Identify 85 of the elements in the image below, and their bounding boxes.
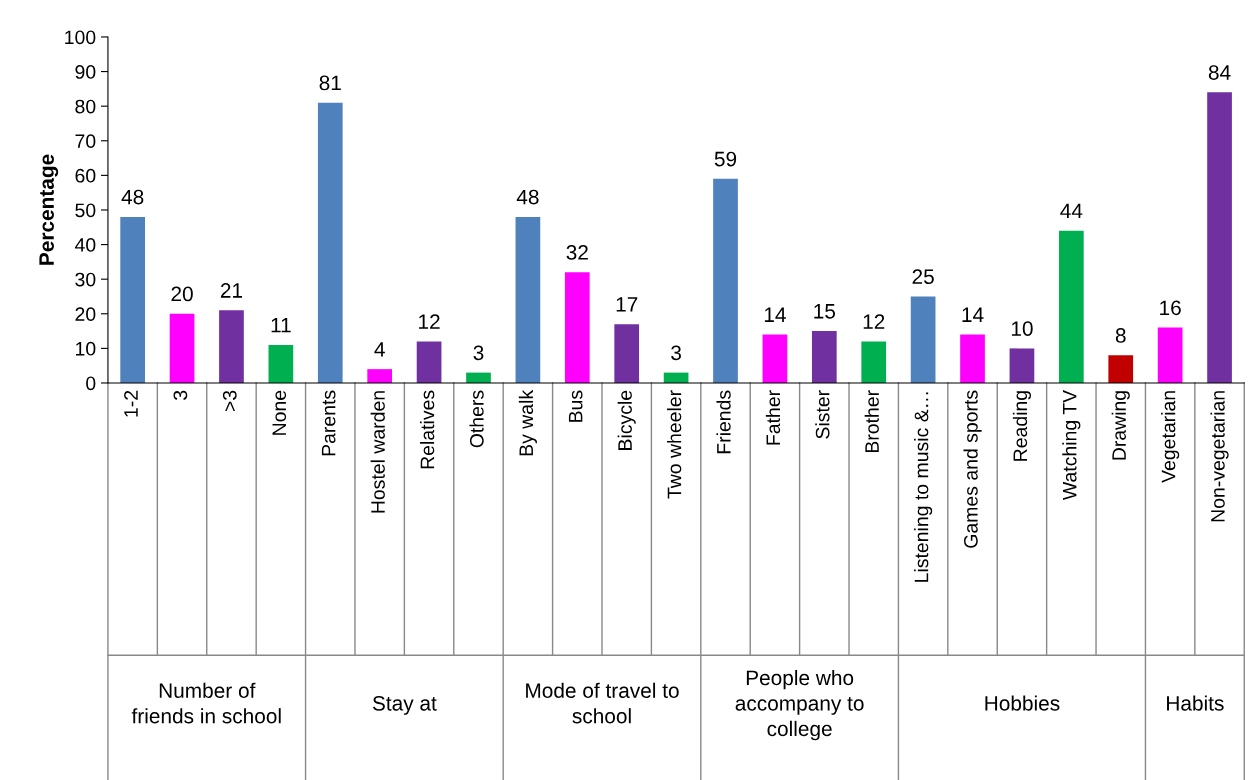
x-tick-label: Father <box>765 390 781 445</box>
y-tick-label: 0 <box>86 376 96 391</box>
data-label: 3 <box>473 345 484 361</box>
bar <box>1009 348 1035 383</box>
bar <box>1207 92 1232 383</box>
text: People who accompany to college <box>735 669 864 741</box>
bar <box>219 310 244 383</box>
bar <box>762 334 788 383</box>
data-label: 25 <box>912 269 934 285</box>
data-label: 21 <box>220 283 243 298</box>
y-tick-label: 70 <box>75 134 96 149</box>
y-tick-label: 30 <box>75 272 96 287</box>
bar <box>169 313 195 383</box>
x-tick-label: None <box>272 390 287 435</box>
x-tick-label: Bus <box>568 390 583 422</box>
data-label: 14 <box>962 307 984 322</box>
data-label: 12 <box>863 314 885 329</box>
y-tick-label: 40 <box>74 238 96 252</box>
x-tick-label: Games and sports <box>963 390 982 548</box>
data-label: 17 <box>616 297 638 312</box>
bar <box>515 216 541 383</box>
data-label: 3 <box>671 345 681 361</box>
x-tick-label: Brother <box>864 390 879 453</box>
text: Hobbies <box>985 695 1060 711</box>
data-label: 20 <box>171 286 193 302</box>
x-tick-label: By walk <box>518 389 537 456</box>
data-label: 48 <box>121 189 144 205</box>
bar <box>861 341 887 383</box>
bar <box>416 341 442 383</box>
data-label: 15 <box>814 304 836 319</box>
y-tick-label: 100 <box>65 30 96 45</box>
x-tick-label: >3 <box>222 390 237 412</box>
bar <box>614 324 640 383</box>
text: Number of friends in school <box>131 682 281 724</box>
data-label: 12 <box>419 314 440 329</box>
data-label: 16 <box>1160 300 1181 316</box>
x-tick-label: Hostel warden <box>370 391 385 513</box>
x-tick-label: Drawing <box>1111 391 1130 460</box>
bar <box>910 296 936 383</box>
data-label: 84 <box>1208 65 1231 80</box>
x-tick-label: Sister <box>815 390 830 439</box>
x-tick-label: Listening to music &… <box>914 392 933 582</box>
x-tick-label: Watching TV <box>1062 389 1081 501</box>
y-tick-label: 10 <box>76 341 96 356</box>
bar <box>1157 327 1183 383</box>
x-tick-label: Bicycle <box>617 390 636 450</box>
x-tick-label: Friends <box>716 390 731 454</box>
bar <box>811 331 837 383</box>
x-tick-label: Parents <box>321 390 336 456</box>
y-tick-label: 20 <box>75 307 96 322</box>
x-tick-label: 3 <box>173 390 188 400</box>
y-tick-label: 90 <box>75 65 96 79</box>
text: Habits <box>1167 695 1224 711</box>
y-tick-label: 60 <box>75 168 96 183</box>
bar <box>317 102 343 383</box>
data-label: 44 <box>1060 203 1083 219</box>
bar <box>564 272 590 383</box>
data-label: 81 <box>319 75 341 91</box>
data-label: 32 <box>566 245 588 260</box>
text: Stay at <box>372 695 437 715</box>
data-label: 10 <box>1011 321 1033 336</box>
bar <box>367 369 393 383</box>
x-tick-label: Vegetarian <box>1161 391 1180 483</box>
bar <box>268 344 294 383</box>
x-tick-label: 1-2 <box>124 390 138 417</box>
data-label: 48 <box>516 189 539 205</box>
y-tick-label: 50 <box>75 203 96 218</box>
data-label: 11 <box>271 317 291 333</box>
text: Mode of travel to school <box>526 682 679 724</box>
data-label: 59 <box>714 151 737 167</box>
x-tick-label: Non-vegetarian <box>1210 391 1229 522</box>
bar <box>1108 355 1134 383</box>
x-tick-label: Relatives <box>420 390 435 469</box>
data-label: 14 <box>764 307 786 322</box>
bar <box>120 216 146 383</box>
x-tick-label: Two wheeler <box>667 390 682 499</box>
y-tick-label: 80 <box>75 99 96 114</box>
y-axis-title: Percentage <box>39 154 59 265</box>
data-label: 4 <box>374 342 385 357</box>
x-tick-label: Reading <box>1012 391 1031 461</box>
bar <box>960 334 985 383</box>
bar <box>1058 230 1084 383</box>
data-label: 8 <box>1115 328 1126 343</box>
bar <box>713 178 738 383</box>
x-tick-label: Others <box>469 390 484 448</box>
